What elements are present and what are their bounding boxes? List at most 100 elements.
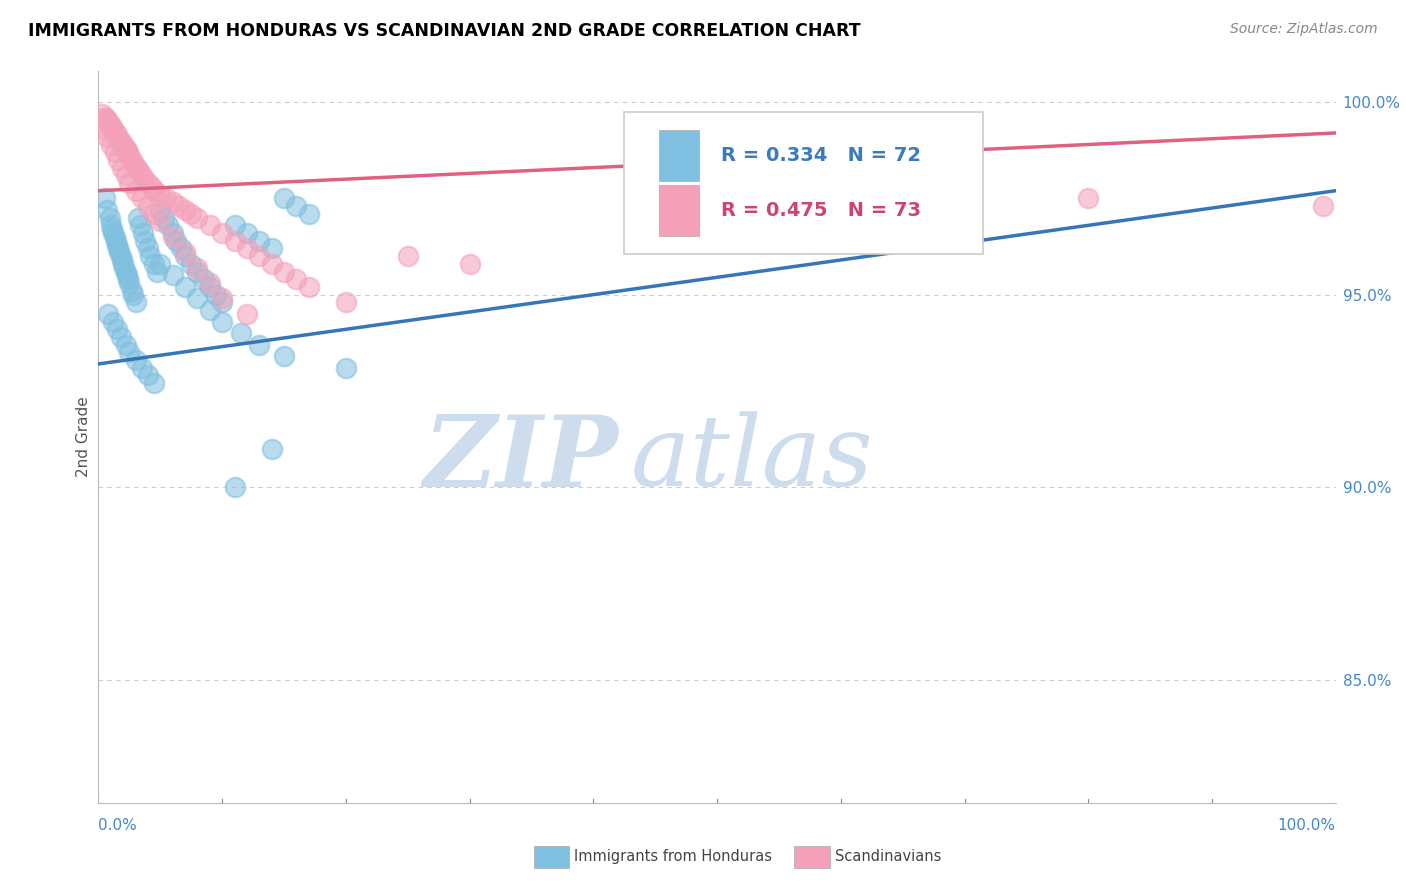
Point: [149, 257, 172, 271]
Point: [129, 219, 152, 233]
Text: Scandinavians: Scandinavians: [835, 849, 942, 863]
Point: [198, 219, 221, 233]
Bar: [659, 130, 699, 181]
Point: [273, 349, 295, 363]
Point: [136, 242, 159, 256]
Point: [112, 260, 135, 275]
Point: [118, 345, 141, 359]
Point: [396, 249, 419, 263]
Point: [117, 145, 139, 160]
Bar: [659, 185, 699, 235]
Point: [186, 292, 208, 306]
Point: [125, 161, 148, 175]
Point: [273, 264, 295, 278]
Point: [105, 129, 128, 144]
Point: [128, 164, 150, 178]
Point: [285, 199, 308, 213]
Point: [103, 315, 125, 329]
Point: [100, 219, 122, 233]
Point: [96, 129, 118, 144]
Text: Source: ZipAtlas.com: Source: ZipAtlas.com: [1230, 22, 1378, 37]
Point: [115, 268, 138, 283]
Point: [211, 315, 233, 329]
Point: [114, 264, 136, 278]
Point: [91, 106, 114, 120]
Point: [149, 187, 172, 202]
Point: [167, 199, 190, 213]
Point: [115, 145, 138, 160]
Point: [105, 237, 128, 252]
Point: [260, 442, 283, 456]
Point: [101, 122, 124, 136]
Point: [236, 242, 259, 256]
Point: [103, 230, 125, 244]
Point: [110, 134, 132, 148]
FancyBboxPatch shape: [624, 112, 983, 254]
Point: [143, 376, 166, 391]
Point: [121, 153, 143, 167]
Point: [211, 226, 233, 240]
Point: [96, 202, 118, 217]
Point: [112, 141, 135, 155]
Point: [180, 257, 202, 271]
Point: [101, 222, 124, 236]
Point: [96, 114, 118, 128]
Text: IMMIGRANTS FROM HONDURAS VS SCANDINAVIAN 2ND GRADE CORRELATION CHART: IMMIGRANTS FROM HONDURAS VS SCANDINAVIAN…: [28, 22, 860, 40]
Point: [111, 252, 134, 267]
Point: [97, 307, 120, 321]
Point: [114, 337, 136, 351]
Point: [236, 307, 259, 321]
Point: [93, 111, 115, 125]
Point: [149, 202, 172, 217]
Text: atlas: atlas: [630, 411, 873, 507]
Point: [114, 141, 136, 155]
Point: [205, 287, 228, 301]
Point: [136, 176, 159, 190]
Point: [124, 353, 146, 368]
Point: [706, 179, 728, 194]
Point: [143, 207, 166, 221]
Point: [131, 169, 153, 183]
Point: [149, 214, 172, 228]
Point: [124, 157, 146, 171]
Point: [97, 114, 120, 128]
Point: [153, 211, 176, 225]
Point: [131, 360, 153, 375]
Point: [186, 211, 208, 225]
Point: [298, 280, 321, 294]
Point: [141, 179, 163, 194]
Point: [139, 249, 162, 263]
Point: [117, 272, 139, 286]
Point: [105, 322, 128, 336]
Point: [104, 234, 127, 248]
Point: [127, 211, 149, 225]
Point: [107, 242, 129, 256]
Point: [98, 211, 121, 225]
Point: [285, 272, 308, 286]
Point: [124, 295, 146, 310]
Point: [247, 337, 270, 351]
Point: [93, 122, 115, 136]
Point: [134, 172, 156, 186]
Point: [114, 169, 136, 183]
Point: [118, 149, 141, 163]
Point: [247, 234, 270, 248]
Point: [193, 272, 215, 286]
Point: [211, 292, 233, 306]
Point: [132, 226, 155, 240]
Point: [174, 245, 197, 260]
Point: [145, 264, 167, 278]
Point: [335, 295, 357, 310]
Point: [260, 242, 283, 256]
Point: [143, 184, 166, 198]
Point: [98, 118, 121, 132]
Point: [170, 242, 193, 256]
Text: Immigrants from Honduras: Immigrants from Honduras: [574, 849, 772, 863]
Point: [107, 153, 129, 167]
Point: [211, 295, 233, 310]
Point: [104, 126, 127, 140]
Point: [108, 245, 131, 260]
Point: [112, 137, 135, 152]
Point: [224, 480, 246, 494]
Point: [100, 137, 122, 152]
